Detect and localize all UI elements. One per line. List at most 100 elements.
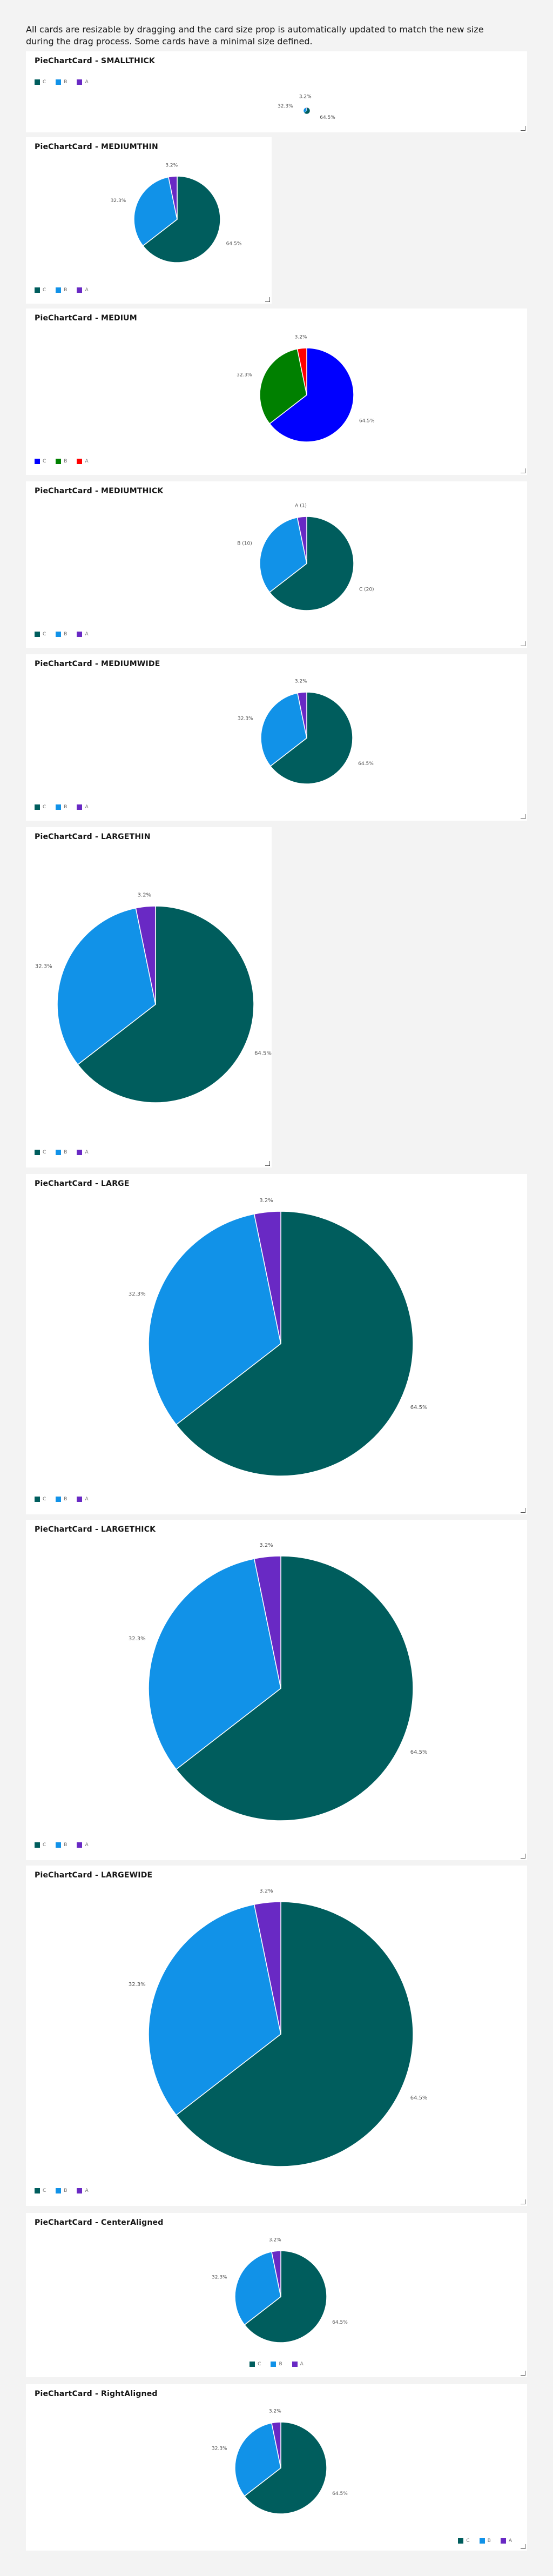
slice-b[interactable] [57, 907, 156, 1065]
card-mediumthin[interactable]: PieChartCard - MEDIUMTHIN 64.5% 32.3% 3.2% C… [26, 137, 272, 304]
resize-handle-icon[interactable] [265, 1161, 270, 1166]
slice-b[interactable] [148, 1904, 281, 2116]
slice-a[interactable] [271, 2250, 281, 2297]
legend-item-a[interactable]: A [77, 2188, 89, 2193]
legend-item-b[interactable]: B [479, 2538, 491, 2544]
slice-b[interactable] [148, 1558, 281, 1770]
pie-chart: 64.5% 32.3% 3.2% [212, 2409, 348, 2514]
card-largethick[interactable]: PieChartCard - LARGETHICK 64.5% 32.3% 3.2% C… [26, 1520, 527, 1860]
legend-item-c[interactable]: C [35, 287, 46, 293]
resize-handle-icon[interactable] [265, 297, 270, 302]
legend-item-c[interactable]: C [35, 1150, 46, 1155]
legend-item-a[interactable]: A [500, 2538, 512, 2544]
legend-item-a[interactable]: A [77, 1497, 89, 1502]
slice-a[interactable] [297, 692, 307, 739]
slice-a[interactable] [306, 107, 307, 111]
slice-b[interactable] [260, 692, 307, 767]
card-medium[interactable]: PieChartCard - MEDIUM 64.5% 32.3% 3.2% C B A [26, 308, 527, 475]
card-smallthick[interactable]: PieChartCard - SMALLTHICK 64.5% 32.3% 3.2% C… [26, 51, 527, 132]
legend-item-c[interactable]: C [35, 2188, 46, 2193]
slice-b[interactable] [148, 1213, 281, 1426]
legend-item-c[interactable]: C [35, 1842, 46, 1848]
legend-item-b[interactable]: B [56, 1842, 67, 1848]
resize-handle-icon[interactable] [521, 814, 525, 819]
legend-item-c[interactable]: C [35, 459, 46, 464]
slice-c[interactable] [77, 905, 254, 1103]
resize-handle-icon[interactable] [521, 1508, 525, 1513]
legend-item-a[interactable]: A [77, 804, 89, 810]
card-mediumthick[interactable]: PieChartCard - MEDIUMTHICK C (20) B (10) A … [26, 481, 527, 648]
legend-label: A [85, 1150, 89, 1155]
legend-item-b[interactable]: B [271, 2362, 282, 2367]
legend-item-a[interactable]: A [292, 2362, 304, 2367]
legend-item-c[interactable]: C [249, 2362, 261, 2367]
slice-b[interactable] [234, 2251, 281, 2326]
legend-item-b[interactable]: B [56, 287, 67, 293]
legend-item-b[interactable]: B [56, 459, 67, 464]
legend-item-c[interactable]: C [35, 804, 46, 810]
slice-a[interactable] [253, 1901, 281, 2035]
slice-a[interactable] [168, 176, 178, 220]
card-mediumwide[interactable]: PieChartCard - MEDIUMWIDE 64.5% 32.3% 3.2% C… [26, 654, 527, 821]
legend-label: A [508, 2538, 512, 2544]
slice-b[interactable] [234, 2422, 281, 2497]
slice-b[interactable] [133, 176, 178, 247]
slice-c[interactable] [176, 1211, 414, 1477]
slice-label: 3.2% [299, 94, 312, 99]
legend-item-a[interactable]: A [77, 1150, 89, 1155]
legend-item-b[interactable]: B [56, 804, 67, 810]
slice-b[interactable] [259, 516, 307, 593]
card-largewide[interactable]: PieChartCard - LARGEWIDE 64.5% 32.3% 3.2% C B… [26, 1866, 527, 2206]
legend-item-b[interactable]: B [56, 79, 67, 85]
slice-a[interactable] [135, 905, 156, 1005]
slice-c[interactable] [304, 107, 311, 115]
slice-a[interactable] [253, 1211, 281, 1344]
legend-item-a[interactable]: A [77, 287, 89, 293]
slice-c[interactable] [176, 1901, 414, 2167]
legend-item-c[interactable]: C [458, 2538, 470, 2544]
slice-c[interactable] [176, 1555, 414, 1821]
card-centeraligned[interactable]: PieChartCard - CenterAligned 64.5% 32.3% 3.… [26, 2213, 527, 2377]
slice-c[interactable] [269, 692, 353, 784]
resize-handle-icon[interactable] [521, 126, 525, 131]
resize-handle-icon[interactable] [521, 1854, 525, 1859]
legend-item-b[interactable]: B [56, 2188, 67, 2193]
slice-b[interactable] [259, 348, 307, 425]
slice-c[interactable] [269, 516, 354, 611]
legend-item-c[interactable]: C [35, 79, 46, 85]
resize-handle-icon[interactable] [521, 2544, 525, 2549]
legend-item-b[interactable]: B [56, 1150, 67, 1155]
resize-handle-icon[interactable] [521, 2199, 525, 2204]
legend-item-a[interactable]: A [77, 632, 89, 637]
legend-item-a[interactable]: A [77, 1842, 89, 1848]
slice-label: 64.5% [332, 2491, 348, 2497]
legend-item-b[interactable]: B [56, 1497, 67, 1502]
card-rightaligned[interactable]: PieChartCard - RightAligned 64.5% 32.3% 3.2… [26, 2384, 527, 2551]
slice-a[interactable] [296, 516, 307, 564]
resize-handle-icon[interactable] [521, 2371, 525, 2376]
legend-label: C [43, 1497, 46, 1502]
slice-label: 3.2% [259, 1542, 273, 1548]
legend-item-b[interactable]: B [56, 632, 67, 637]
legend-swatch [35, 79, 40, 85]
slice-a[interactable] [253, 1555, 281, 1689]
pie-chart: 64.5% 32.3% 3.2% [129, 1198, 427, 1477]
resize-handle-icon[interactable] [521, 641, 525, 646]
legend-item-a[interactable]: A [77, 79, 89, 85]
legend-item-c[interactable]: C [35, 632, 46, 637]
slice-c[interactable] [244, 2421, 327, 2514]
legend-label: B [64, 2188, 68, 2193]
slice-c[interactable] [142, 176, 221, 263]
slice-a[interactable] [271, 2421, 281, 2468]
card-largethin[interactable]: PieChartCard - LARGETHIN 64.5% 32.3% 3.2% C B… [26, 827, 272, 1168]
legend-label: A [85, 1497, 89, 1502]
resize-handle-icon[interactable] [521, 468, 525, 473]
pie-chart: 64.5% 32.3% 3.2% [278, 94, 335, 120]
legend-item-c[interactable]: C [35, 1497, 46, 1502]
slice-c[interactable] [244, 2250, 327, 2343]
slice-c[interactable] [269, 347, 354, 442]
slice-a[interactable] [296, 347, 307, 395]
legend-item-a[interactable]: A [77, 459, 89, 464]
card-large[interactable]: PieChartCard - LARGE 64.5% 32.3% 3.2% C B A [26, 1174, 527, 1514]
